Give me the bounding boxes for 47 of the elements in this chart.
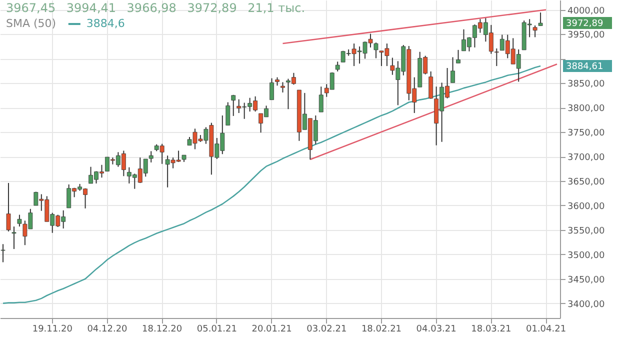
candlestick — [335, 61, 340, 72]
x-tick-label: 20.01.21 — [252, 324, 292, 334]
y-tick-label: 3700,00 — [568, 153, 605, 164]
x-tick-label: 18.02.21 — [361, 324, 402, 334]
x-tick-label: 18.03.21 — [471, 324, 512, 334]
y-tick-label: 3450,00 — [568, 275, 605, 286]
annotation: 3994,41 — [66, 1, 116, 15]
line-series — [2, 65, 542, 304]
candlestick — [280, 82, 285, 93]
candlestick — [231, 94, 236, 116]
y-tick-label: 3850,00 — [568, 80, 605, 90]
y-tick-label: 3600,00 — [568, 202, 605, 212]
candlestick — [0, 244, 6, 263]
candlestick — [450, 56, 455, 84]
y-tick-label: 3950,00 — [568, 30, 605, 41]
annotation: 21,1 тыс. — [248, 1, 306, 15]
text: 3972,89 — [566, 19, 604, 30]
annotation: 3966,98 — [126, 1, 176, 15]
candlestick — [226, 102, 230, 126]
text: 3884,61 — [566, 62, 604, 72]
annotation: 3972,89 — [187, 1, 237, 15]
x-tick-label: 04.03.21 — [416, 324, 456, 334]
annotation: 3884,6 — [86, 17, 125, 30]
y-tick-label: 4000,00 — [568, 6, 605, 16]
candlestick — [538, 12, 543, 26]
legend-label: SMA (50) — [6, 17, 56, 30]
x-tick-label: 05.01.21 — [196, 324, 237, 334]
candlestick — [6, 182, 11, 232]
x-tick-label: 01.04.21 — [526, 324, 566, 334]
y-tick-label: 3400,00 — [568, 300, 605, 310]
candlestick — [456, 49, 460, 64]
y-tick-label: 3650,00 — [568, 178, 605, 188]
candlestick — [12, 226, 16, 250]
x-tick-label: 18.12.20 — [142, 324, 182, 334]
y-tick-label: 3550,00 — [568, 226, 605, 236]
candlestick — [532, 24, 538, 38]
annotation: 3967,45 — [6, 1, 56, 15]
x-tick-label: 03.02.21 — [306, 324, 347, 334]
y-tick-label: 3750,00 — [568, 128, 605, 139]
candlestick — [428, 70, 434, 100]
candlestick — [270, 78, 274, 100]
candlestick — [318, 86, 324, 113]
y-tick-label: 3500,00 — [568, 250, 605, 261]
x-tick-label: 19.11.20 — [32, 324, 73, 334]
x-tick-label: 04.12.20 — [87, 324, 128, 334]
y-tick-label: 3800,00 — [568, 104, 605, 114]
candlestick — [494, 48, 499, 67]
